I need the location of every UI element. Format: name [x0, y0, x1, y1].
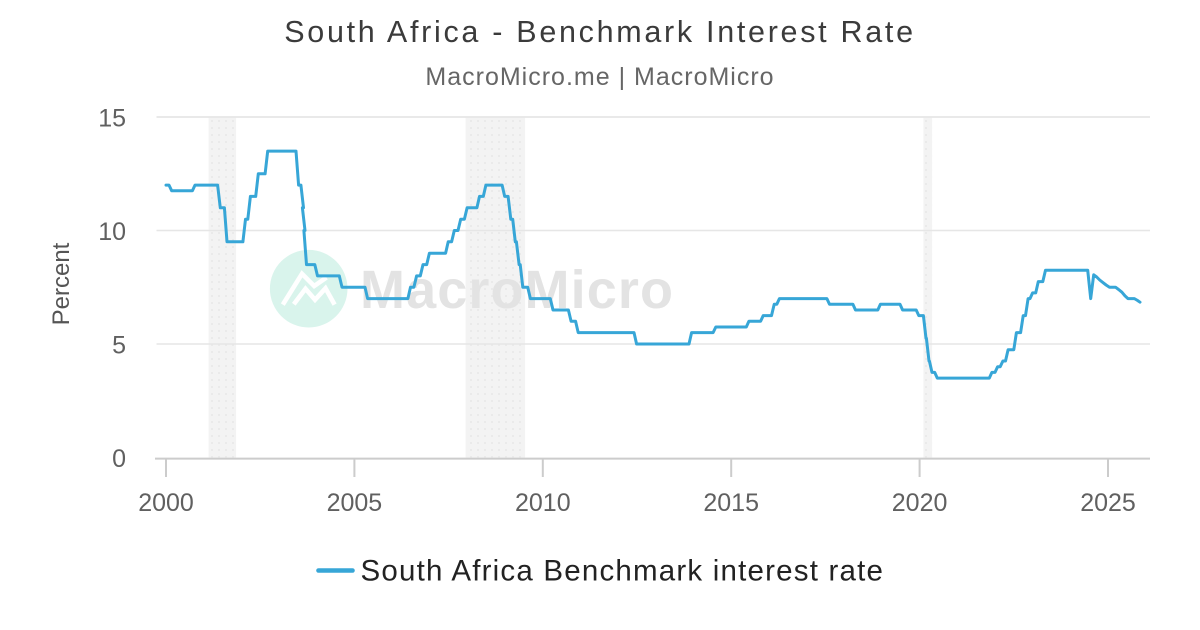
- svg-text:2015: 2015: [703, 489, 759, 517]
- svg-text:15: 15: [98, 104, 126, 132]
- svg-text:0: 0: [112, 445, 126, 473]
- svg-text:South Africa - Benchmark Inter: South Africa - Benchmark Interest Rate: [284, 15, 916, 49]
- svg-text:South Africa Benchmark interes: South Africa Benchmark interest rate: [361, 555, 885, 588]
- svg-text:2010: 2010: [515, 489, 571, 517]
- svg-text:MacroMicro: MacroMicro: [360, 260, 674, 320]
- svg-text:10: 10: [98, 218, 126, 246]
- svg-text:2005: 2005: [327, 489, 383, 517]
- svg-text:5: 5: [112, 331, 126, 359]
- svg-text:2020: 2020: [892, 489, 948, 517]
- svg-text:2000: 2000: [138, 489, 194, 517]
- svg-text:MacroMicro.me | MacroMicro: MacroMicro.me | MacroMicro: [425, 63, 774, 91]
- svg-text:2025: 2025: [1080, 489, 1136, 517]
- svg-text:Percent: Percent: [48, 242, 75, 325]
